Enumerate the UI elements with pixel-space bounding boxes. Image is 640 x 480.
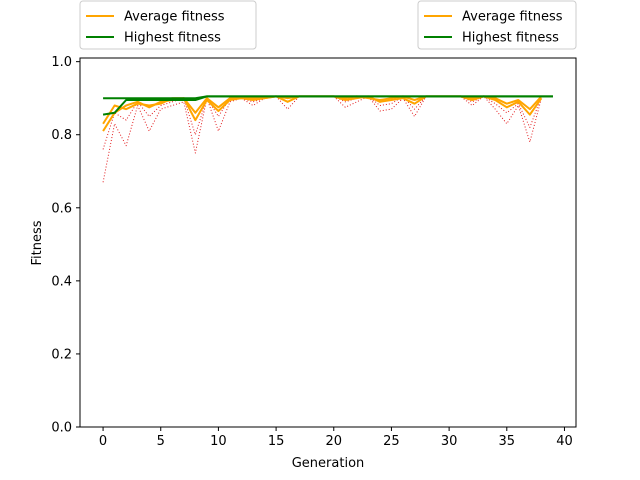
- legend-box: [417, 0, 577, 50]
- y-tick-label: 0.0: [51, 421, 72, 436]
- y-tick-label: 0.2: [51, 347, 72, 362]
- legend-label: Highest fitness: [124, 31, 221, 46]
- legend-label: Highest fitness: [462, 31, 559, 46]
- x-tick-label: 30: [441, 434, 458, 449]
- legend-label: Average fitness: [462, 10, 563, 25]
- legend-box: [79, 0, 257, 50]
- legend-1: Average fitness Highest fitness: [79, 0, 257, 50]
- y-axis-label: Fitness: [30, 220, 45, 265]
- x-tick-label: 5: [157, 434, 165, 449]
- y-tick-label: 1.0: [51, 55, 72, 70]
- y-axis: 0.0 0.2 0.4 0.6 0.8 1.0: [51, 55, 80, 436]
- y-tick-label: 0.6: [51, 201, 72, 216]
- y-tick-label: 0.8: [51, 128, 72, 143]
- x-tick-label: 35: [499, 434, 516, 449]
- x-tick-label: 10: [210, 434, 227, 449]
- legend-2: Average fitness Highest fitness: [417, 0, 577, 50]
- plot-frame: [79, 57, 577, 428]
- highest-fitness-line-3: [103, 95, 553, 100]
- x-tick-label: 0: [99, 434, 107, 449]
- plot-area: [102, 95, 553, 183]
- x-tick-label: 20: [325, 434, 342, 449]
- x-tick-label: 40: [556, 434, 573, 449]
- x-tick-label: 15: [268, 434, 285, 449]
- x-axis: 0 5 10 15 20 25 30 35 40: [99, 427, 573, 449]
- legend-label: Average fitness: [124, 10, 225, 25]
- x-axis-label: Generation: [292, 456, 365, 471]
- x-tick-label: 25: [383, 434, 400, 449]
- y-tick-label: 0.4: [51, 274, 72, 289]
